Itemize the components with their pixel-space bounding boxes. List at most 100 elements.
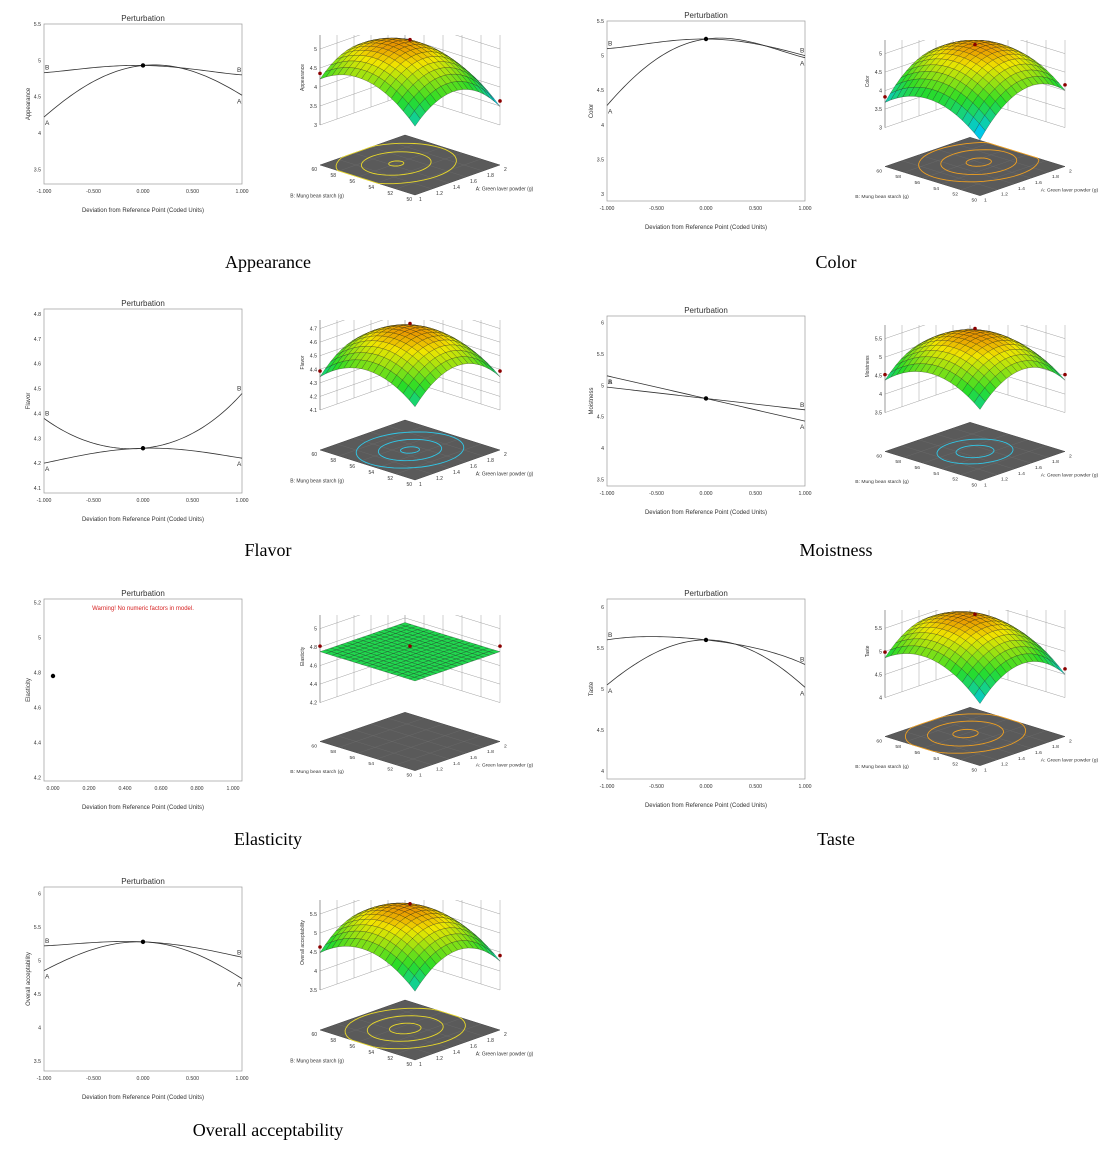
x-tick-label: 1 [984,483,987,489]
x-tick-label: 0.500 [186,498,199,504]
z-tick-label: 4.2 [310,701,317,707]
response-surface-plot: 33.544.555.5Color11.21.41.61.82505254565… [855,40,1099,204]
y-tick-label: 4.3 [34,436,41,442]
response-surface-plot: 44.555.56Taste11.21.41.61.82505254565860… [855,610,1099,773]
z-tick-label: 4.4 [310,682,317,688]
x-tick-label: 1.8 [487,749,494,755]
y-tick-label: 4.8 [34,671,41,677]
z-tick-label: 4.5 [310,950,317,956]
z-tick-label: 4 [879,89,882,95]
response-surface-plot: 4.24.44.64.855.2Elasticity11.21.41.61.82… [290,615,534,778]
y-tick-label: 4 [601,769,604,775]
y-tick-label: 52 [387,767,393,773]
y-tick-label: 4 [601,446,604,452]
plot-title: Perturbation [684,306,728,315]
y-tick-label: 3 [601,192,604,198]
y-tick-label: 58 [895,744,901,750]
y-tick-label: 60 [311,743,317,749]
floor-contours [335,142,457,185]
y-tick-label: 56 [349,755,355,761]
x-tick-label: 0.500 [186,189,199,195]
x-tick-label: -1.000 [600,491,615,497]
contour-floor [319,712,501,771]
perturbation-plot: Perturbation Deviation from Reference Poi… [589,589,812,809]
y-tick-label: 4.5 [34,95,41,101]
y-tick-label: 4.5 [597,728,604,734]
y-tick-label: 4.7 [34,337,41,343]
x-tick-label: 0.800 [191,786,204,792]
series-A-start-label: A [45,120,50,127]
z-tick-label: 4.4 [310,367,317,373]
panel-caption: Color [815,252,857,272]
reference-point [140,63,146,68]
series-A-end-label: A [237,98,242,105]
x-tick-label: 0.400 [119,786,132,792]
x-tick-label: 1.4 [1018,756,1025,762]
z-tick-label: 5 [314,931,317,937]
z-tick-label: 4 [314,85,317,91]
x-axis-label: A: Green laver powder (g) [476,762,534,768]
x-tick-label: -1.000 [37,498,52,504]
x-tick-label: 1.4 [453,185,460,191]
perturbation-plot: Perturbation Deviation from Reference Poi… [26,877,249,1101]
x-tick-label: 0.000 [137,1076,150,1082]
y-axis-label: Moistness [589,387,595,414]
contour-floor [319,134,501,196]
x-tick-label: 1.000 [236,498,249,504]
design-points [883,42,1067,99]
x-tick-label: 1.000 [227,786,240,792]
x-tick-label: 0.000 [137,498,150,504]
x-tick-label: -0.500 [649,784,664,790]
z-tick-label: 4.5 [310,354,317,360]
x-tick-label: 1.2 [1001,192,1008,198]
plot-title: Perturbation [684,11,728,20]
z-tick-label: 4.5 [875,374,882,380]
z-tick-label: 5 [879,649,882,655]
x-tick-label: 1.8 [1052,459,1059,465]
y-tick-label: 3.5 [34,1059,41,1065]
plot-frame [606,315,806,487]
y-tick-label: 52 [387,476,393,482]
series-B-end-label: B [800,402,804,409]
y-tick-label: 50 [971,198,977,204]
y-tick-label: 52 [387,191,393,197]
y-tick-label: 5.5 [597,352,604,358]
x-tick-label: 2 [504,452,507,458]
y-tick-label: 5 [601,54,604,60]
surface-mesh [884,329,1066,410]
y-tick-label: 5.5 [34,22,41,28]
series-B-end-label: B [800,656,804,663]
response-surface-plot: 33.544.555.5Appearance11.21.41.61.825052… [290,35,534,203]
y-tick-label: 4.5 [34,387,41,393]
y-tick-label: 5 [38,959,41,965]
y-tick-label: 50 [971,483,977,489]
floor-contours [344,1007,466,1050]
surface-mesh [884,611,1066,704]
contour-floor [884,422,1066,481]
y-tick-label: 56 [349,464,355,470]
z-axis-label: Appearance [300,64,306,91]
y-axis-label: B: Mung bean starch (g) [855,479,909,485]
x-tick-label: -1.000 [37,1076,52,1082]
surface-mesh [319,37,501,127]
x-tick-label: -1.000 [37,189,52,195]
x-tick-label: 0.600 [155,786,168,792]
series-B-end-label: B [800,48,804,55]
y-tick-label: 54 [368,1050,374,1056]
series-A-start-label: A [45,974,50,981]
series-A-end-label: A [237,982,242,989]
perturbation-plot: Perturbation Deviation from Reference Poi… [589,306,812,516]
surface-mesh [319,902,501,992]
y-tick-label: 54 [933,471,939,477]
x-tick-label: 0.000 [700,491,713,497]
perturbation-plot: Perturbation Deviation from Reference Poi… [589,11,812,231]
z-tick-label: 4.6 [310,340,317,346]
z-tick-label: 5 [314,627,317,633]
x-axis-label: A: Green laver powder (g) [1041,472,1099,478]
y-tick-label: 5.5 [34,925,41,931]
y-tick-label: 54 [933,186,939,192]
x-tick-label: 1.6 [1035,180,1042,186]
reference-point [50,673,56,679]
perturbation-plot: Perturbation Deviation from Reference Poi… [26,589,243,811]
y-tick-label: 52 [952,477,958,483]
